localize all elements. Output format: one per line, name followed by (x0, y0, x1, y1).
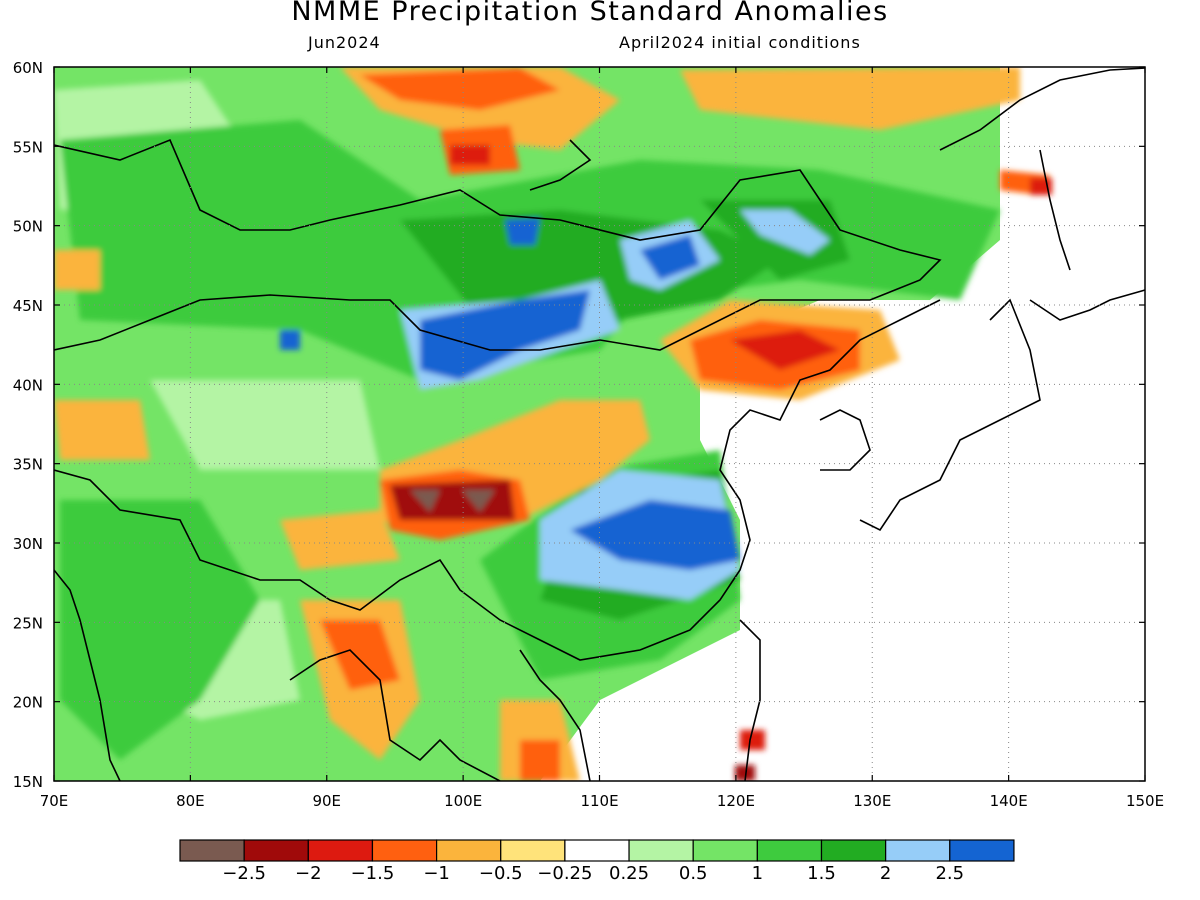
colorbar-label: −2.5 (222, 863, 266, 884)
lat-tick-label: 30N (13, 535, 43, 553)
colorbar-label: 2 (879, 863, 892, 884)
lon-tick-label: 80E (176, 792, 205, 810)
colorbar-swatch (628, 839, 694, 862)
colorbar-swatch (436, 839, 502, 862)
lon-tick-label: 120E (717, 792, 755, 810)
colorbar-label: 0.5 (678, 863, 708, 884)
colorbar-swatch (307, 839, 374, 862)
colorbar-label: 0.25 (609, 863, 650, 884)
lat-tick-label: 20N (13, 694, 43, 712)
colorbar-label: 2.5 (935, 863, 965, 884)
chart-title: NMME Precipitation Standard Anomalies (291, 0, 889, 27)
lat-tick-label: 60N (13, 59, 43, 77)
lat-tick-label: 35N (13, 456, 43, 474)
colorbar-swatch (885, 839, 951, 862)
lon-tick-label: 100E (444, 792, 482, 810)
lat-tick-label: 55N (13, 138, 43, 156)
colorbar-swatch (692, 839, 758, 862)
lat-tick-label: 25N (13, 614, 43, 632)
colorbar-label: 1.5 (807, 863, 836, 884)
forecast-month: Jun2024 (308, 33, 381, 52)
lat-tick-label: 50N (13, 218, 43, 236)
colorbar-label: 1 (751, 863, 764, 884)
coastlines (54, 67, 1145, 781)
colorbar-swatch (243, 839, 309, 862)
anomaly-field (54, 67, 1145, 781)
colorbar-label: −2 (295, 863, 322, 884)
colorbar-label: −1 (423, 863, 450, 884)
lat-tick-label: 15N (13, 773, 43, 791)
colorbar-label: −1.5 (350, 863, 395, 884)
colorbar-swatch (820, 839, 887, 862)
colorbar-swatch (371, 839, 438, 862)
initial-conditions: April2024 initial conditions (619, 33, 861, 52)
lat-tick-label: 45N (13, 297, 43, 315)
colorbar-swatch (949, 839, 1015, 862)
lon-tick-label: 130E (853, 792, 891, 810)
lon-tick-label: 150E (1126, 792, 1164, 810)
colorbar-swatch (756, 839, 823, 862)
colorbar-label: −0.5 (478, 863, 523, 884)
lon-tick-label: 110E (580, 792, 618, 810)
lon-tick-label: 90E (312, 792, 341, 810)
lon-tick-label: 140E (990, 792, 1028, 810)
colorbar (179, 839, 1015, 862)
colorbar-swatch (564, 839, 630, 862)
colorbar-swatch (179, 839, 245, 862)
lat-tick-label: 40N (13, 376, 43, 394)
colorbar-label: −0.25 (537, 863, 593, 884)
lon-tick-label: 70E (40, 792, 69, 810)
colorbar-swatch (500, 839, 566, 862)
